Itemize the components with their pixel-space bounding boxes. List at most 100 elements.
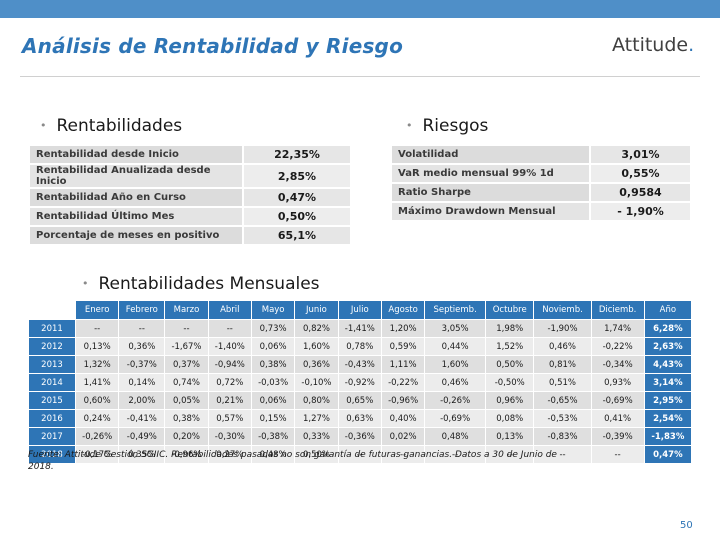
- header-month: Marzo: [164, 300, 209, 320]
- month-cell: 0,13%: [74, 337, 120, 356]
- month-cell: -0,22%: [380, 373, 426, 392]
- anno-cell: 4,43%: [643, 355, 693, 374]
- month-cell: --: [74, 319, 120, 338]
- monthly-returns-table: Enero Febrero Marzo Abril Mayo Junio Jul…: [28, 300, 693, 464]
- month-cell: 0,38%: [164, 409, 209, 428]
- month-cell: -0,43%: [337, 355, 382, 374]
- month-cell: 0,40%: [380, 409, 426, 428]
- table-row: 2018 -0,17% 0,35% -0,96% 0,27% 0,48% 0,50% -- --…: [28, 445, 693, 464]
- month-cell: 1,60%: [294, 337, 339, 356]
- anno-cell: 2,54%: [643, 409, 693, 428]
- month-cell: 1,27%: [294, 409, 339, 428]
- row-value: 3,01%: [589, 144, 692, 165]
- month-cell: --: [337, 445, 382, 464]
- month-cell: 1,11%: [380, 355, 426, 374]
- month-cell: --: [207, 319, 252, 338]
- month-cell: -1,40%: [207, 337, 252, 356]
- page-title: Análisis de Rentabilidad y Riesgo: [22, 34, 404, 58]
- row-label: Rentabilidad Año en Curso: [28, 187, 244, 208]
- month-cell: 0,36%: [294, 355, 339, 374]
- month-cell: -0,10%: [294, 373, 339, 392]
- header-month: Abril: [207, 300, 252, 320]
- month-cell: 0,08%: [484, 409, 535, 428]
- month-cell: 0,24%: [74, 409, 120, 428]
- month-cell: 0,13%: [484, 427, 535, 446]
- header-month: Diciemb.: [590, 300, 645, 320]
- month-cell: 1,20%: [380, 319, 426, 338]
- header-month: Enero: [74, 300, 120, 320]
- row-value: 22,35%: [242, 144, 352, 165]
- month-cell: --: [380, 445, 426, 464]
- month-cell: 0,78%: [337, 337, 382, 356]
- anno-cell: 3,14%: [643, 373, 693, 392]
- year-cell: 2013: [28, 355, 76, 374]
- month-cell: 0,63%: [337, 409, 382, 428]
- table-row: Ratio Sharpe 0,9584: [390, 182, 692, 203]
- month-cell: 0,41%: [590, 409, 645, 428]
- month-cell: -0,92%: [337, 373, 382, 392]
- month-cell: -0,94%: [207, 355, 252, 374]
- month-cell: 0,93%: [590, 373, 645, 392]
- month-cell: -0,22%: [590, 337, 645, 356]
- month-cell: -0,96%: [380, 391, 426, 410]
- month-cell: -1,41%: [337, 319, 382, 338]
- month-cell: -0,34%: [590, 355, 645, 374]
- month-cell: -0,36%: [337, 427, 382, 446]
- bullet-icon: •: [406, 119, 413, 132]
- section-mensuales: • Rentabilidades Mensuales: [82, 274, 320, 294]
- table-row: Rentabilidad Último Mes 0,50%: [28, 206, 352, 227]
- logo-text: Attitude: [612, 34, 689, 56]
- month-cell: --: [533, 445, 592, 464]
- table-row: Porcentaje de meses en positivo 65,1%: [28, 225, 352, 246]
- row-value: 0,47%: [242, 187, 352, 208]
- month-cell: 0,74%: [164, 373, 209, 392]
- header-row: Enero Febrero Marzo Abril Mayo Junio Jul…: [28, 300, 693, 320]
- month-cell: -0,53%: [533, 409, 592, 428]
- logo-dot: .: [688, 34, 695, 56]
- year-cell: 2012: [28, 337, 76, 356]
- month-cell: 1,98%: [484, 319, 535, 338]
- month-cell: 0,38%: [250, 355, 296, 374]
- month-cell: -0,49%: [118, 427, 166, 446]
- row-value: 0,55%: [589, 163, 692, 184]
- month-cell: 0,82%: [294, 319, 339, 338]
- month-cell: -0,41%: [118, 409, 166, 428]
- row-value: 65,1%: [242, 225, 352, 246]
- title-divider: [20, 76, 700, 77]
- month-cell: 0,33%: [294, 427, 339, 446]
- month-cell: 2,00%: [118, 391, 166, 410]
- section-heading: Riesgos: [422, 116, 489, 136]
- anno-cell: 6,28%: [643, 319, 693, 338]
- month-cell: -0,38%: [250, 427, 296, 446]
- month-cell: -0,65%: [533, 391, 592, 410]
- month-cell: 0,60%: [74, 391, 120, 410]
- table-row: Volatilidad 3,01%: [390, 144, 692, 165]
- section-riesgos: • Riesgos: [406, 116, 488, 136]
- month-cell: 0,50%: [294, 445, 339, 464]
- month-cell: -0,30%: [207, 427, 252, 446]
- month-cell: 0,48%: [424, 427, 486, 446]
- month-cell: 0,35%: [118, 445, 166, 464]
- month-cell: 0,80%: [294, 391, 339, 410]
- month-cell: -0,17%: [74, 445, 120, 464]
- bullet-icon: •: [40, 119, 47, 132]
- month-cell: 0,65%: [337, 391, 382, 410]
- month-cell: 0,06%: [250, 391, 296, 410]
- month-cell: -0,69%: [590, 391, 645, 410]
- month-cell: 1,74%: [590, 319, 645, 338]
- table-row: 2013 1,32% -0,37% 0,37% -0,94% 0,38% 0,36% -0,4…: [28, 355, 693, 374]
- header-blank: [28, 300, 76, 320]
- row-value: 2,85%: [242, 163, 352, 189]
- table-row: 2014 1,41% 0,14% 0,74% 0,72% -0,03% -0,10% -0,9…: [28, 373, 693, 392]
- row-value: 0,50%: [242, 206, 352, 227]
- month-cell: 0,51%: [533, 373, 592, 392]
- month-cell: 0,20%: [164, 427, 209, 446]
- top-banner: [0, 0, 720, 18]
- row-label: Máximo Drawdown Mensual: [390, 201, 591, 222]
- table-row: 2012 0,13% 0,36% -1,67% -1,40% 0,06% 1,60% 0,78…: [28, 337, 693, 356]
- header-month: Septiemb.: [424, 300, 486, 320]
- source-footnote: Fuente: Attitude Gestión SGIIC. Rentabil…: [28, 450, 557, 472]
- month-cell: 0,15%: [250, 409, 296, 428]
- table-row: 2017 -0,26% -0,49% 0,20% -0,30% -0,38% 0,33% -0…: [28, 427, 693, 446]
- month-cell: -0,83%: [533, 427, 592, 446]
